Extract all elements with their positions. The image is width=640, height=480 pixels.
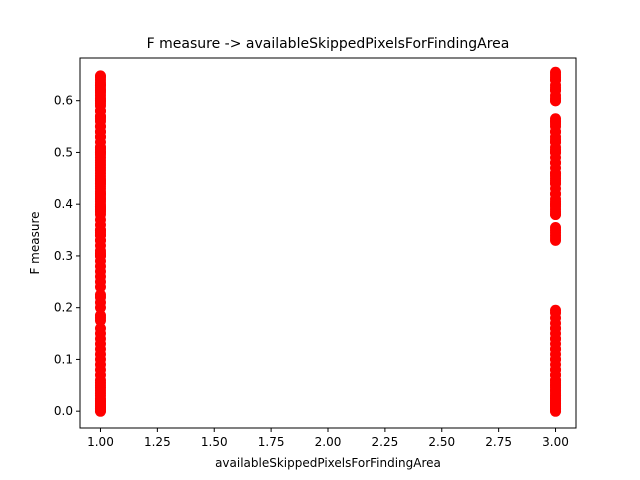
data-point	[550, 126, 562, 138]
x-axis-label: availableSkippedPixelsForFindingArea	[215, 456, 441, 470]
chart-title: F measure -> availableSkippedPixelsForFi…	[147, 36, 510, 52]
data-point	[94, 175, 106, 187]
x-tick-label: 1.25	[144, 435, 171, 449]
y-tick-label: 0.6	[54, 94, 73, 108]
data-point	[550, 333, 562, 345]
data-point	[550, 157, 562, 169]
data-point	[94, 322, 106, 334]
x-axis-ticks: 1.00 1.25 1.50 1.75 2.00 2.25 2.50 2.75 3.00	[87, 428, 569, 449]
data-point	[550, 353, 562, 365]
data-point	[550, 198, 562, 210]
y-axis-ticks: 0.0 0.1 0.2 0.3 0.4 0.5 0.6	[54, 94, 80, 418]
plot-frame	[79, 57, 577, 429]
data-point	[550, 84, 562, 96]
y-tick-label: 0.3	[54, 249, 73, 263]
data-point	[550, 167, 562, 179]
y-axis-label: F measure	[28, 211, 42, 274]
data-point	[94, 224, 106, 236]
data-point	[94, 121, 106, 133]
data-point	[550, 136, 562, 148]
data-point	[550, 188, 562, 200]
data-point	[550, 209, 562, 221]
data-point	[94, 309, 106, 321]
data-point	[550, 177, 562, 189]
x-tick-label: 2.75	[485, 435, 512, 449]
data-point	[550, 66, 562, 78]
data-point	[550, 115, 562, 127]
x-tick-label: 3.00	[542, 435, 569, 449]
data-point	[550, 146, 562, 158]
data-point	[550, 364, 562, 376]
data-point	[94, 201, 106, 213]
y-tick-label: 0.4	[54, 197, 73, 211]
y-tick-label: 0.2	[54, 301, 73, 315]
data-point	[550, 343, 562, 355]
data-point	[550, 322, 562, 334]
x-tick-label: 2.25	[372, 435, 399, 449]
data-point	[94, 105, 106, 117]
x-tick-label: 1.50	[201, 435, 228, 449]
x-tick-label: 2.00	[315, 435, 342, 449]
data-point	[550, 304, 562, 316]
data-point	[94, 247, 106, 259]
y-tick-label: 0.5	[54, 145, 73, 159]
data-point	[94, 70, 106, 82]
data-point	[550, 221, 562, 233]
data-point	[550, 74, 562, 86]
x-tick-label: 1.00	[87, 435, 114, 449]
data-point	[94, 79, 106, 91]
x-tick-label: 1.75	[258, 435, 285, 449]
data-point	[94, 289, 106, 301]
data-point	[94, 395, 106, 407]
data-point	[94, 188, 106, 200]
x-tick-label: 2.50	[428, 435, 455, 449]
data-point	[94, 141, 106, 153]
data-point	[94, 95, 106, 107]
y-tick-label: 0.0	[54, 404, 73, 418]
y-tick-label: 0.1	[54, 352, 73, 366]
data-points	[94, 66, 562, 417]
data-point	[550, 95, 562, 107]
